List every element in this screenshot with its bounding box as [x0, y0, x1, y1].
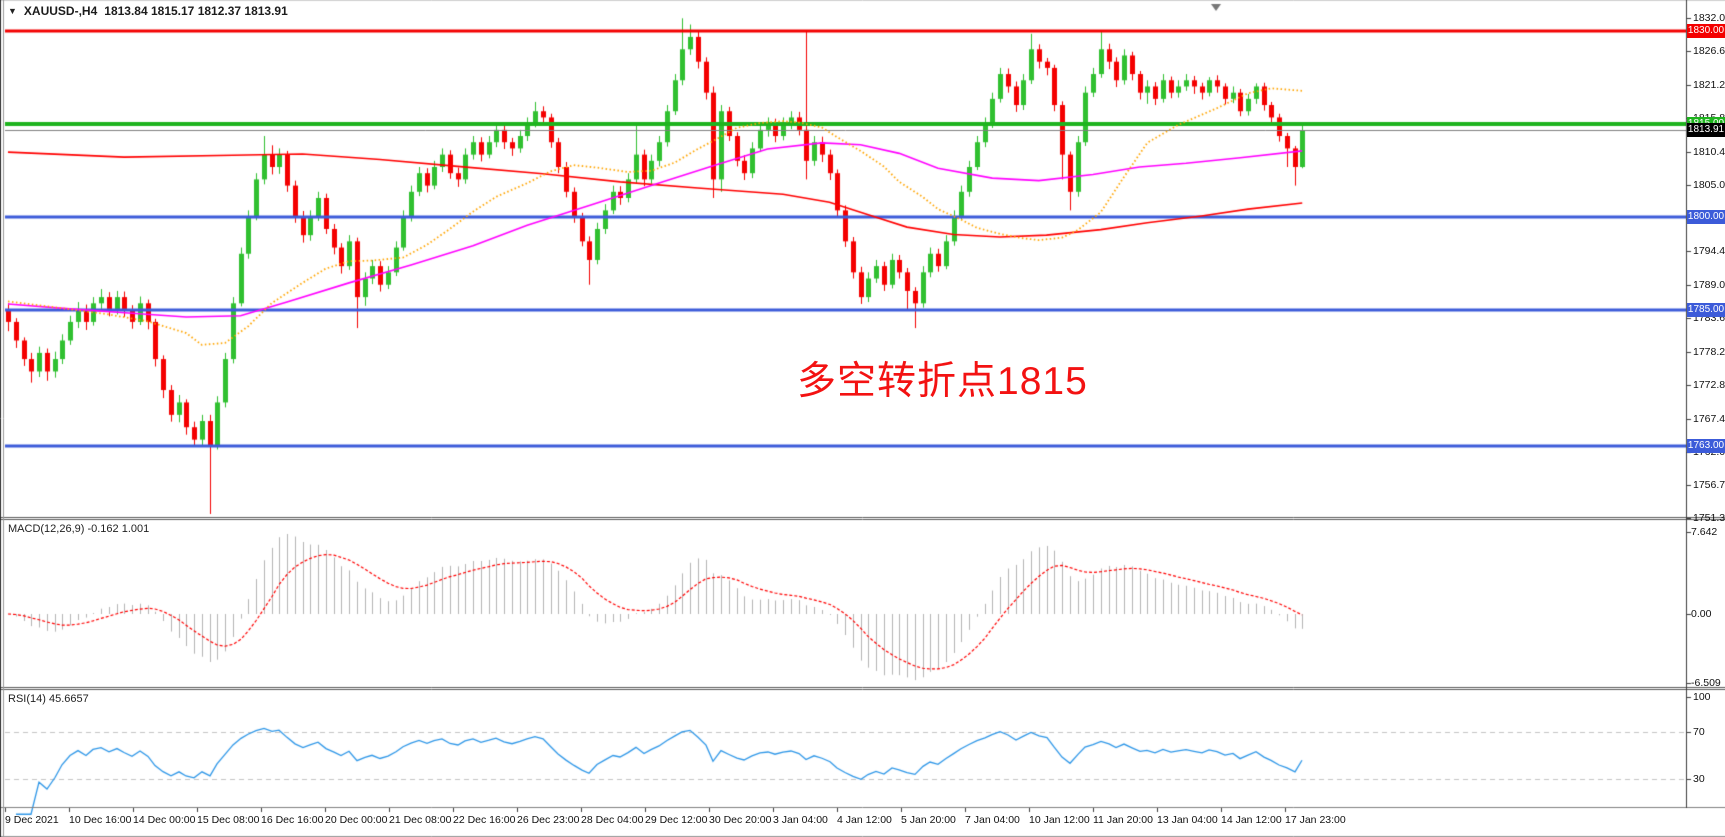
time-axis-label: 16 Dec 16:00	[261, 814, 324, 826]
price-tick-label: 1821.25	[1693, 79, 1725, 91]
time-axis-label: 15 Dec 08:00	[197, 814, 260, 826]
time-axis-label: 11 Jan 20:00	[1093, 814, 1153, 826]
price-tick-label: 1772.80	[1693, 379, 1725, 391]
macd-indicator-label: MACD(12,26,9) -0.162 1.001	[8, 523, 150, 535]
price-tick-label: 1805.05	[1693, 179, 1725, 191]
macd-tick-label: -6.509	[1691, 677, 1721, 689]
price-tick-label: 1778.20	[1693, 346, 1725, 358]
price-badge-1763.00: 1763.00	[1687, 439, 1725, 453]
time-axis-label: 5 Jan 20:00	[901, 814, 956, 826]
time-axis-label: 20 Dec 00:00	[325, 814, 388, 826]
price-tick-label: 1794.40	[1693, 245, 1725, 257]
time-axis-label: 3 Jan 04:00	[773, 814, 828, 826]
ohlc-quote-label: 1813.84 1815.17 1812.37 1813.91	[104, 4, 288, 18]
price-tick-label: 1751.35	[1693, 512, 1725, 524]
time-axis-label: 14 Dec 00:00	[133, 814, 196, 826]
price-tick-label: 1810.45	[1693, 146, 1725, 158]
time-axis-label: 13 Jan 04:00	[1157, 814, 1218, 826]
time-axis-label: 22 Dec 16:00	[453, 814, 516, 826]
rsi-tick-label: 100	[1693, 691, 1711, 703]
time-axis-label: 4 Jan 12:00	[837, 814, 892, 826]
macd-tick-label: 7.642	[1691, 526, 1718, 538]
price-tick-label: 1767.40	[1693, 413, 1725, 425]
time-axis-label: 10 Dec 16:00	[69, 814, 132, 826]
macd-tick-label: 0.00	[1691, 608, 1712, 620]
time-axis-label: 10 Jan 12:00	[1029, 814, 1090, 826]
rsi-tick-label: 30	[1693, 773, 1705, 785]
price-tick-label: 1826.65	[1693, 45, 1725, 57]
time-axis-label: 29 Dec 12:00	[645, 814, 708, 826]
price-tick-label: 1756.75	[1693, 479, 1725, 491]
time-axis-label: 17 Jan 23:00	[1285, 814, 1346, 826]
chevron-down-icon[interactable]: ▼	[8, 6, 17, 16]
price-tick-label: 1789.00	[1693, 279, 1725, 291]
time-axis-label: 28 Dec 04:00	[581, 814, 644, 826]
price-badge-1813.91: 1813.91	[1687, 123, 1725, 137]
time-axis-label: 21 Dec 08:00	[389, 814, 452, 826]
time-axis-label: 7 Jan 04:00	[965, 814, 1020, 826]
time-axis-label: 9 Dec 2021	[5, 814, 59, 826]
symbol-header: ▼ XAUUSD-,H4 1813.84 1815.17 1812.37 181…	[8, 4, 288, 18]
rsi-tick-label: 70	[1693, 726, 1705, 738]
time-axis-label: 30 Dec 20:00	[709, 814, 772, 826]
time-axis-label: 26 Dec 23:00	[517, 814, 580, 826]
price-badge-1785.00: 1785.00	[1687, 303, 1725, 317]
price-badge-1800.00: 1800.00	[1687, 210, 1725, 224]
rsi-indicator-label: RSI(14) 45.6657	[8, 693, 89, 705]
symbol-timeframe-label: XAUUSD-,H4	[23, 4, 98, 18]
price-tick-label: 1832.05	[1693, 12, 1725, 24]
time-axis-label: 14 Jan 12:00	[1221, 814, 1282, 826]
annotation-text[interactable]: 多空转折点1815	[797, 360, 1088, 403]
price-badge-1830.00: 1830.00	[1687, 24, 1725, 38]
